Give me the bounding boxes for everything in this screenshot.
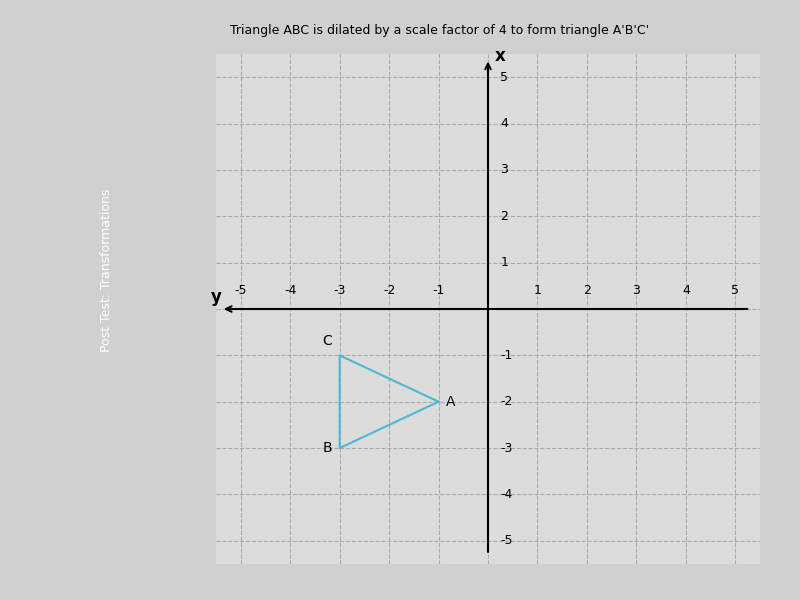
Text: 2: 2 [583, 284, 591, 298]
Text: A: A [446, 395, 455, 409]
Text: B: B [322, 441, 332, 455]
Text: 3: 3 [633, 284, 640, 298]
Text: -4: -4 [500, 488, 513, 501]
Text: -1: -1 [500, 349, 513, 362]
Text: -2: -2 [500, 395, 513, 408]
Text: 5: 5 [731, 284, 739, 298]
Text: -5: -5 [234, 284, 247, 298]
Text: y: y [210, 289, 222, 307]
Text: -1: -1 [432, 284, 445, 298]
Text: -4: -4 [284, 284, 296, 298]
Text: Post Test: Transformations: Post Test: Transformations [99, 188, 113, 352]
Text: 3: 3 [500, 163, 508, 176]
Text: 1: 1 [534, 284, 542, 298]
Text: -5: -5 [500, 535, 513, 547]
Text: -3: -3 [334, 284, 346, 298]
Text: 4: 4 [500, 117, 508, 130]
Text: 5: 5 [500, 71, 508, 83]
Text: -3: -3 [500, 442, 513, 455]
Text: -2: -2 [383, 284, 395, 298]
Text: 2: 2 [500, 210, 508, 223]
Text: 4: 4 [682, 284, 690, 298]
Text: 1: 1 [500, 256, 508, 269]
Text: Triangle ABC is dilated by a scale factor of 4 to form triangle A'B'C': Triangle ABC is dilated by a scale facto… [230, 24, 650, 37]
Text: C: C [322, 334, 332, 349]
Text: x: x [495, 47, 506, 65]
